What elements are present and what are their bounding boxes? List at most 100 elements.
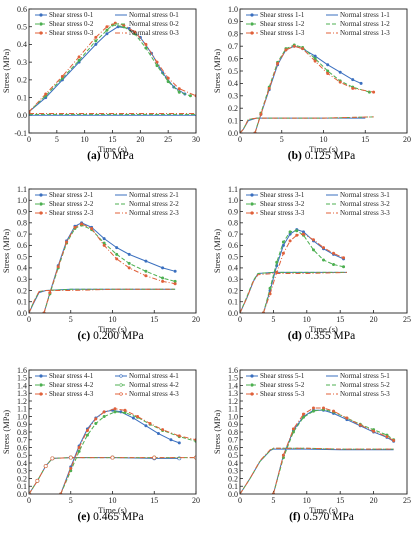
series-line-normal-stress-3-2 [240,271,347,313]
series-line-normal-stress-3-3 [240,271,347,313]
data-point [56,265,60,269]
data-point [358,423,362,427]
y-tick-label: 0.2 [228,104,238,113]
chart-panel-5: 0 5 10 15 20 25 0.00.10.20.30.40.50.60.70.80.9… [212,366,411,523]
data-point [94,417,98,421]
legend-label: Shear stress 5-2 [260,381,305,389]
legend-label: Normal stress 4-1 [129,372,179,380]
legend-label: Shear stress 3-2 [260,200,305,208]
series-line-shear-stress-5-1 [272,409,394,494]
y-axis-label: Stress (MPa) [212,229,222,273]
data-point [291,430,295,434]
legend-label: Shear stress 5-3 [260,390,305,398]
data-point [152,455,157,460]
data-point [173,269,177,273]
series-line-shear-stress-3-1 [262,229,344,313]
y-tick-label: 0.1 [228,482,238,491]
series-line-normal-stress-5-3 [240,447,394,494]
data-point [105,25,109,29]
data-point [313,59,317,63]
series-line-normal-stress-2-3 [29,288,176,313]
series-line-shear-stress-2-3 [43,223,176,313]
legend-label: Shear stress 4-2 [49,381,94,389]
data-point [169,438,173,442]
y-axis-label: Stress (MPa) [212,49,222,93]
series-line-normal-stress-4-2 [29,457,196,494]
legend-label: Shear stress 3-1 [260,191,305,199]
data-point [295,233,299,237]
series-line-shear-stress-2-1 [43,222,176,313]
data-point [166,80,170,84]
x-axis-label: Time (s) [309,324,338,334]
legend-label: Shear stress 2-2 [49,200,94,208]
x-tick-label: 10 [320,135,328,144]
data-point [301,232,305,236]
legend-marker [250,193,254,197]
legend-label: Normal stress 2-1 [129,191,179,199]
data-point [144,259,148,263]
series-group [240,406,396,494]
series-line-shear-stress-0-2 [29,24,191,113]
chart-panel-2: 0 5 10 15 20 0.0 0.1 0.2 0.3 0.4 0.5 0.6 0.7 0.8 0.9 1.… [1,185,200,342]
data-point [161,428,165,432]
data-point [144,424,148,428]
plot-frame [28,188,197,314]
y-axis-label: Stress (MPa) [212,410,222,454]
data-point [115,246,119,250]
data-point [161,279,165,283]
chart-panel-3: 0 5 10 15 20 25 0.0 0.1 0.2 0.3 0.4 0.5 0.6 0.7 0.8 0.9… [212,185,411,342]
plot-frame [239,8,408,134]
y-tick-label: 1.2 [17,397,27,406]
data-point [267,86,271,90]
plot-frame [239,369,408,495]
data-point [313,54,317,58]
x-tick-label: 0 [238,315,242,324]
y-tick-label: 0.1 [17,93,27,102]
data-point [113,407,117,411]
x-tick-label: 10 [81,135,89,144]
y-tick-label: 1.0 [17,412,27,421]
y-tick-label: 1.5 [17,374,27,383]
series-line-normal-stress-4-1 [29,457,180,494]
data-point [102,237,106,241]
data-point [292,44,296,48]
legend-label: Normal stress 3-2 [340,200,390,208]
y-tick-label: 0.7 [228,230,238,239]
x-tick-label: 25 [403,315,411,324]
legend-label: Shear stress 4-3 [49,390,94,398]
data-point [94,35,98,39]
data-point [288,230,292,234]
legend-marker [250,392,254,396]
data-point [166,76,170,80]
caption-value: 0 MPa [101,150,134,162]
y-tick-label: 1.1 [228,185,238,194]
legend-label: Normal stress 0-2 [129,20,179,28]
data-point [94,42,98,46]
data-point [359,81,363,85]
data-point [77,449,81,453]
series-line-normal-stress-3-1 [240,271,347,313]
data-point [65,240,69,244]
data-point [177,87,181,91]
y-tick-label: 0.3 [17,275,27,284]
data-point [268,286,272,290]
data-point [80,222,84,226]
y-tick-label: 0.6 [228,241,238,250]
panel-caption: (b) 0.125 MPa [288,150,355,162]
legend-label: Normal stress 4-3 [129,390,179,398]
data-point [372,90,376,94]
data-point [161,276,165,280]
data-point [301,47,305,51]
data-point [345,416,349,420]
y-tick-label: 0.9 [228,17,238,26]
legend-marker [39,193,43,197]
legend-marker [39,13,43,17]
data-point [90,226,94,230]
data-point [311,409,315,413]
x-axis-label: Time (s) [98,505,127,515]
x-axis-label: Time (s) [98,144,127,154]
data-point [102,414,106,418]
data-point [136,414,140,418]
data-point [173,282,177,286]
legend-label: Shear stress 0-2 [49,20,94,28]
